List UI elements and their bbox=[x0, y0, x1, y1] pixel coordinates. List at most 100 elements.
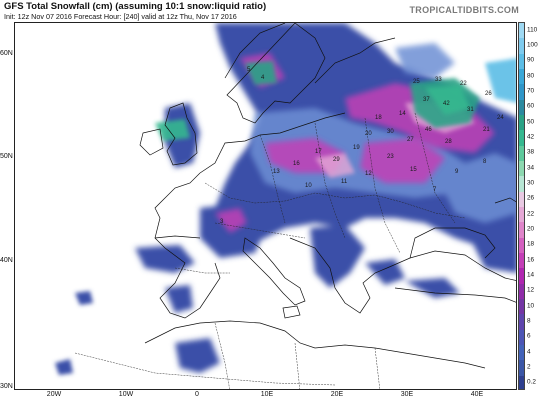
colorbar-label: 110 bbox=[527, 26, 538, 34]
value-label: 30 bbox=[387, 129, 394, 135]
value-label: 37 bbox=[423, 97, 430, 103]
value-label: 26 bbox=[485, 91, 492, 97]
colorbar-step bbox=[519, 268, 524, 285]
colorbar-step bbox=[519, 253, 524, 269]
snowfall-field bbox=[135, 23, 516, 373]
colorbar-step bbox=[519, 161, 524, 177]
colorbar-label: 80 bbox=[527, 72, 535, 80]
colorbar-label: 10 bbox=[527, 302, 535, 310]
value-label: 16 bbox=[293, 161, 300, 167]
value-label: 29 bbox=[333, 157, 340, 163]
value-label: 14 bbox=[399, 111, 406, 117]
snowfall-values: 25 33 22 37 42 31 26 18 14 24 21 46 27 3… bbox=[220, 67, 504, 225]
value-label: 22 bbox=[460, 81, 467, 87]
value-label: 8 bbox=[483, 159, 487, 165]
colorbar bbox=[518, 22, 525, 390]
value-label: 23 bbox=[387, 154, 394, 160]
value-label: 18 bbox=[375, 115, 382, 121]
colorbar-label: 30 bbox=[527, 179, 535, 187]
value-label: 7 bbox=[433, 187, 437, 193]
value-label: 11 bbox=[341, 179, 348, 185]
lon-label: 30E bbox=[400, 391, 414, 398]
brand-logo-text: TROPICALTIDBITS.COM bbox=[409, 5, 519, 15]
value-label: 10 bbox=[305, 183, 312, 189]
value-label: 17 bbox=[315, 149, 322, 155]
colorbar-step bbox=[519, 299, 524, 315]
colorbar-step bbox=[519, 99, 524, 116]
map-subtitle: Init: 12z Nov 07 2016 Forecast Hour: [24… bbox=[4, 12, 237, 21]
country-borders bbox=[74, 112, 466, 389]
colorbar-label: 4 bbox=[527, 348, 531, 356]
colorbar-label: 26 bbox=[527, 194, 535, 202]
value-label: 33 bbox=[435, 77, 442, 83]
value-label: 24 bbox=[497, 115, 504, 121]
value-label: 46 bbox=[425, 127, 432, 133]
value-label: 21 bbox=[483, 127, 490, 133]
colorbar-step bbox=[519, 329, 524, 346]
colorbar-label: 0.2 bbox=[527, 378, 536, 386]
colorbar-step bbox=[519, 237, 524, 254]
snowfall-map: 25 33 22 37 42 31 26 18 14 24 21 46 27 3… bbox=[14, 22, 517, 390]
colorbar-label: 90 bbox=[527, 56, 535, 64]
colorbar-step bbox=[519, 283, 524, 300]
colorbar-label: 60 bbox=[527, 102, 535, 110]
value-label: 13 bbox=[273, 169, 280, 175]
colorbar-label: 14 bbox=[527, 271, 535, 279]
value-label: 42 bbox=[443, 101, 450, 107]
colorbar-step bbox=[519, 145, 524, 162]
colorbar-label: 42 bbox=[527, 133, 535, 141]
colorbar-step bbox=[519, 360, 524, 377]
colorbar-step bbox=[519, 345, 524, 361]
value-label: 5 bbox=[247, 67, 251, 73]
value-label: 3 bbox=[220, 219, 224, 225]
colorbar-step bbox=[519, 130, 524, 147]
value-label: 27 bbox=[407, 137, 414, 143]
map-canvas: 25 33 22 37 42 31 26 18 14 24 21 46 27 3… bbox=[55, 23, 516, 389]
colorbar-label: 34 bbox=[527, 164, 535, 172]
colorbar-step bbox=[519, 69, 524, 85]
lat-label: 30N bbox=[0, 383, 13, 390]
colorbar-step bbox=[519, 176, 524, 193]
colorbar-step bbox=[519, 207, 524, 223]
coastlines bbox=[139, 23, 516, 369]
colorbar-label: 16 bbox=[527, 256, 535, 264]
colorbar-step bbox=[519, 23, 524, 39]
lon-label: 20E bbox=[330, 391, 344, 398]
lat-label: 60N bbox=[0, 50, 13, 57]
colorbar-step bbox=[519, 115, 524, 131]
colorbar-step bbox=[519, 375, 524, 389]
colorbar-label: 8 bbox=[527, 317, 531, 325]
colorbar-label: 100 bbox=[527, 41, 538, 49]
value-label: 25 bbox=[413, 79, 420, 85]
lon-label: 10W bbox=[118, 391, 134, 398]
colorbar-step bbox=[519, 53, 524, 70]
colorbar-label: 22 bbox=[527, 210, 535, 218]
colorbar-label: 50 bbox=[527, 118, 535, 126]
colorbar-step bbox=[519, 84, 524, 101]
colorbar-step bbox=[519, 38, 524, 55]
map-title: GFS Total Snowfall (cm) (assuming 10:1 s… bbox=[4, 1, 267, 12]
value-label: 12 bbox=[365, 171, 372, 177]
value-label: 19 bbox=[353, 145, 360, 151]
colorbar-step bbox=[519, 191, 524, 208]
colorbar-label: 20 bbox=[527, 225, 535, 233]
colorbar-label: 70 bbox=[527, 87, 535, 95]
lon-label: 10E bbox=[260, 391, 274, 398]
colorbar-step bbox=[519, 222, 524, 239]
value-label: 28 bbox=[445, 139, 452, 145]
value-label: 15 bbox=[410, 167, 417, 173]
colorbar-label: 12 bbox=[527, 286, 535, 294]
lon-label: 20W bbox=[46, 391, 62, 398]
value-label: 20 bbox=[365, 131, 372, 137]
colorbar-label: 18 bbox=[527, 240, 535, 248]
colorbar-label: 2 bbox=[527, 363, 531, 371]
colorbar-label: 38 bbox=[527, 148, 535, 156]
value-label: 31 bbox=[467, 107, 474, 113]
colorbar-step bbox=[519, 314, 524, 331]
lat-label: 50N bbox=[0, 153, 13, 160]
colorbar-label: 6 bbox=[527, 332, 531, 340]
value-label: 9 bbox=[455, 169, 459, 175]
lon-label: 40E bbox=[470, 391, 484, 398]
lat-label: 40N bbox=[0, 257, 13, 264]
value-label: 4 bbox=[261, 75, 265, 81]
